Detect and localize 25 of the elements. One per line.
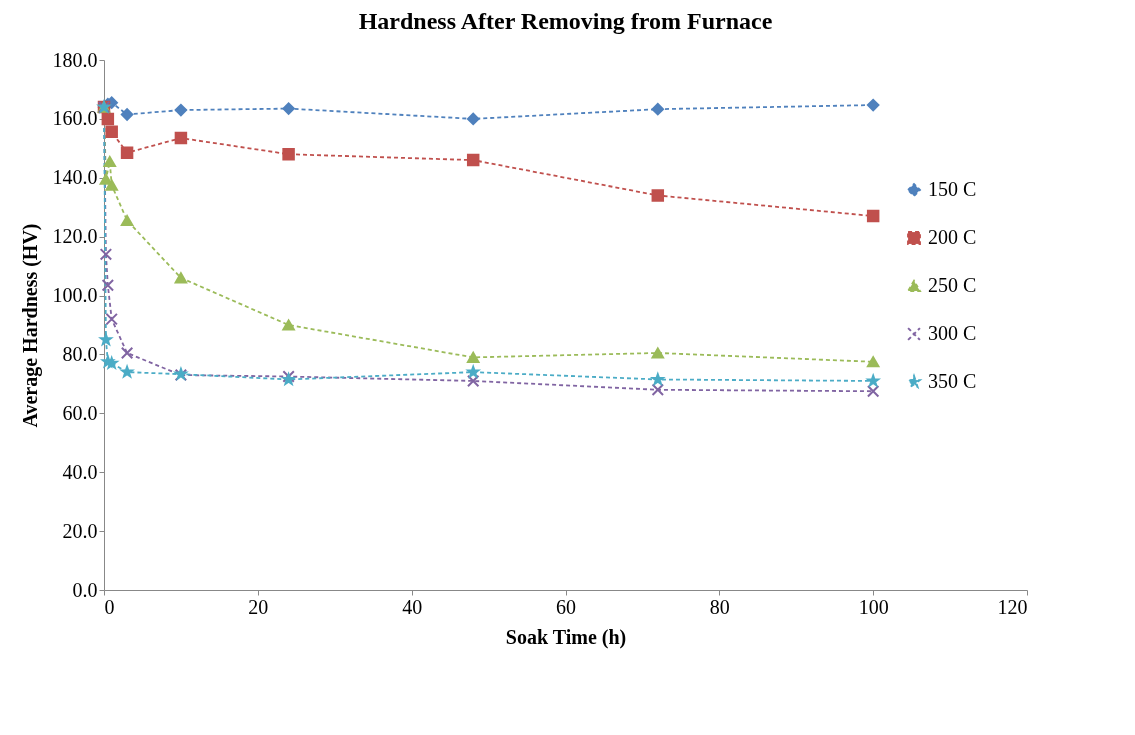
x-tick-label: 20 <box>248 595 269 618</box>
y-axis-title: Average Hardness (HV) <box>18 223 42 428</box>
legend-label: 200 C <box>928 226 977 248</box>
y-tick-label: 120.0 <box>52 225 98 248</box>
y-tick-label: 60.0 <box>62 401 98 424</box>
y-tick-label: 0.0 <box>72 578 98 601</box>
legend-label: 300 C <box>928 322 977 344</box>
legend-label: 250 C <box>928 274 977 296</box>
y-tick-label: 180.0 <box>52 48 98 71</box>
y-tick-label: 80.0 <box>62 342 98 365</box>
y-tick-label: 140.0 <box>52 166 98 189</box>
legend-label: 150 C <box>928 178 977 200</box>
x-axis-title: Soak Time (h) <box>505 625 627 649</box>
y-tick-label: 160.0 <box>52 107 98 130</box>
y-tick-label: 100.0 <box>52 284 98 307</box>
x-tick-label: 0 <box>104 595 115 618</box>
y-tick-label: 40.0 <box>62 460 98 483</box>
chart-title: Hardness After Removing from Furnace <box>358 8 773 34</box>
x-tick-label: 100 <box>858 595 889 618</box>
x-tick-label: 120 <box>997 595 1028 618</box>
y-tick-label: 20.0 <box>62 519 98 542</box>
legend-label: 350 C <box>928 370 977 392</box>
x-tick-label: 60 <box>556 595 576 618</box>
x-tick-label: 40 <box>402 595 423 618</box>
x-tick-label: 80 <box>709 595 730 618</box>
